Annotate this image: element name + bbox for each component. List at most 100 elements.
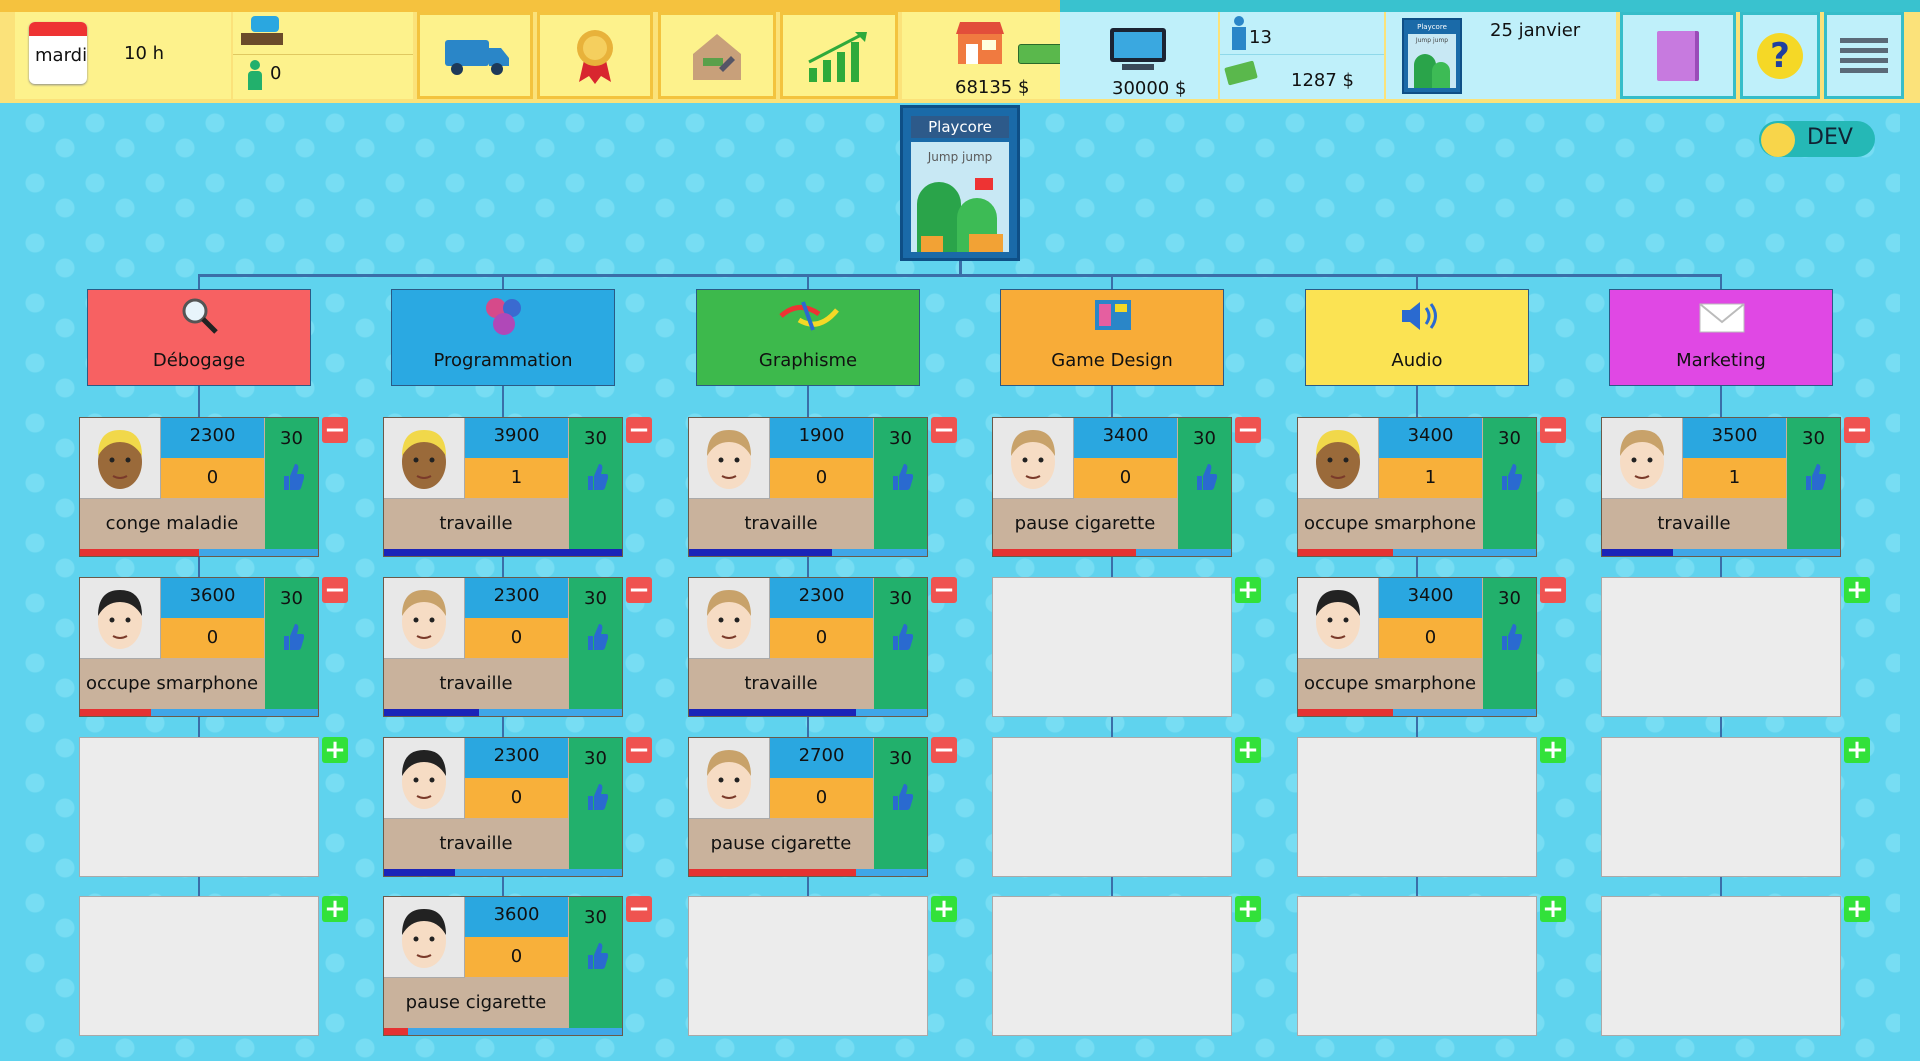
employees-count: 13: [1249, 27, 1272, 48]
hire-employee-button[interactable]: +: [1235, 896, 1261, 922]
employee-card[interactable]: 2300 0 30 travaille: [688, 577, 928, 717]
fire-employee-button[interactable]: −: [626, 896, 652, 922]
fire-employee-button[interactable]: −: [931, 417, 957, 443]
employee-card[interactable]: 1900 0 30 travaille: [688, 417, 928, 557]
employee-card[interactable]: 2300 0 30 travaille: [383, 737, 623, 877]
hire-employee-button[interactable]: +: [1844, 896, 1870, 922]
top-bar: mardi 10 h 0 68135 $ 30000 $: [0, 0, 1920, 103]
employee-card[interactable]: 3600 0 30 occupe smarphone: [79, 577, 319, 717]
hire-employee-button[interactable]: +: [322, 737, 348, 763]
fire-employee-button[interactable]: −: [1235, 417, 1261, 443]
work-progress-bar: [689, 869, 927, 876]
work-progress-bar: [689, 549, 927, 556]
stats-button[interactable]: [780, 12, 898, 99]
empty-slot[interactable]: [1601, 737, 1841, 877]
empty-slot[interactable]: [1601, 577, 1841, 717]
employee-card[interactable]: 3600 0 30 pause cigarette: [383, 896, 623, 1036]
fire-employee-button[interactable]: −: [626, 577, 652, 603]
employee-morale: 30: [584, 748, 607, 769]
employee-card[interactable]: 3400 0 30 pause cigarette: [992, 417, 1232, 557]
department-3[interactable]: Game Design: [1000, 289, 1224, 386]
minus-icon: −: [628, 575, 650, 605]
truck-icon: [445, 39, 509, 75]
book-button[interactable]: [1620, 12, 1736, 99]
work-progress-fill: [384, 549, 622, 556]
employee-card[interactable]: 3500 1 30 travaille: [1601, 417, 1841, 557]
hire-employee-button[interactable]: +: [1235, 737, 1261, 763]
morale-panel: 30: [569, 418, 622, 550]
tree-root-line: [959, 259, 962, 275]
employee-level: 1: [1379, 458, 1482, 498]
department-1[interactable]: Programmation: [391, 289, 615, 386]
book-icon: [1657, 30, 1699, 81]
dept-connector-line: [1720, 274, 1722, 290]
empty-slot[interactable]: [79, 737, 319, 877]
employee-salary: 2300: [465, 578, 568, 618]
award-icon: [577, 29, 613, 84]
empty-slot[interactable]: [1297, 737, 1537, 877]
truck-button[interactable]: [417, 12, 533, 99]
hire-employee-button[interactable]: +: [1540, 896, 1566, 922]
employee-portrait: [80, 418, 161, 499]
office-upgrade-button[interactable]: [658, 12, 776, 99]
employee-card[interactable]: 3400 1 30 occupe smarphone: [1297, 417, 1537, 557]
plus-icon: +: [933, 894, 955, 924]
employee-morale: 30: [584, 907, 607, 928]
dept-connector-line: [502, 274, 504, 290]
fire-employee-button[interactable]: −: [626, 737, 652, 763]
hire-employee-button[interactable]: +: [1844, 577, 1870, 603]
employee-card[interactable]: 2300 0 30 conge maladie: [79, 417, 319, 557]
game-project-card[interactable]: Playcore Jump jump: [900, 105, 1020, 261]
award-button[interactable]: [537, 12, 653, 99]
hire-employee-button[interactable]: +: [322, 896, 348, 922]
fire-employee-button[interactable]: −: [931, 737, 957, 763]
employee-status: pause cigarette: [710, 833, 852, 854]
thumbs-up-icon: [588, 784, 608, 810]
employee-card[interactable]: 3400 0 30 occupe smarphone: [1297, 577, 1537, 717]
person-icon: [247, 60, 263, 90]
morale-panel: 30: [569, 897, 622, 1029]
menu-button[interactable]: [1824, 12, 1904, 99]
empty-slot[interactable]: [79, 896, 319, 1036]
game-cover-icon[interactable]: Playcore Jump jump: [1402, 18, 1462, 94]
fire-employee-button[interactable]: −: [1540, 577, 1566, 603]
employee-card[interactable]: 2300 0 30 travaille: [383, 577, 623, 717]
thumbs-up-icon: [588, 624, 608, 650]
top-stripe-yellow: [0, 0, 1060, 12]
help-button[interactable]: ?: [1740, 12, 1820, 99]
department-0[interactable]: Débogage: [87, 289, 311, 386]
minus-icon: −: [1237, 415, 1259, 445]
fire-employee-button[interactable]: −: [1844, 417, 1870, 443]
empty-slot[interactable]: [688, 896, 928, 1036]
dept-connector-line: [198, 274, 200, 290]
hire-employee-button[interactable]: +: [931, 896, 957, 922]
empty-slot[interactable]: [992, 577, 1232, 717]
minus-icon: −: [628, 735, 650, 765]
work-progress-fill: [384, 709, 479, 716]
thumbs-up-icon: [1806, 464, 1826, 490]
work-progress-fill: [384, 869, 455, 876]
fire-employee-button[interactable]: −: [322, 577, 348, 603]
fire-employee-button[interactable]: −: [322, 417, 348, 443]
empty-slot[interactable]: [1601, 896, 1841, 1036]
empty-slot[interactable]: [992, 896, 1232, 1036]
minus-icon: −: [933, 575, 955, 605]
fire-employee-button[interactable]: −: [931, 577, 957, 603]
employee-level: 0: [161, 618, 264, 658]
fire-employee-button[interactable]: −: [626, 417, 652, 443]
dev-toggle[interactable]: DEV: [1759, 121, 1875, 157]
hire-employee-button[interactable]: +: [1844, 737, 1870, 763]
employee-level: 0: [161, 458, 264, 498]
employee-card[interactable]: 3900 1 30 travaille: [383, 417, 623, 557]
plus-icon: +: [1846, 735, 1868, 765]
hire-employee-button[interactable]: +: [1540, 737, 1566, 763]
department-5[interactable]: Marketing: [1609, 289, 1833, 386]
department-4[interactable]: Audio: [1305, 289, 1529, 386]
hire-employee-button[interactable]: +: [1235, 577, 1261, 603]
fire-employee-button[interactable]: −: [1540, 417, 1566, 443]
empty-slot[interactable]: [992, 737, 1232, 877]
department-2[interactable]: Graphisme: [696, 289, 920, 386]
minus-icon: −: [933, 735, 955, 765]
employee-card[interactable]: 2700 0 30 pause cigarette: [688, 737, 928, 877]
empty-slot[interactable]: [1297, 896, 1537, 1036]
